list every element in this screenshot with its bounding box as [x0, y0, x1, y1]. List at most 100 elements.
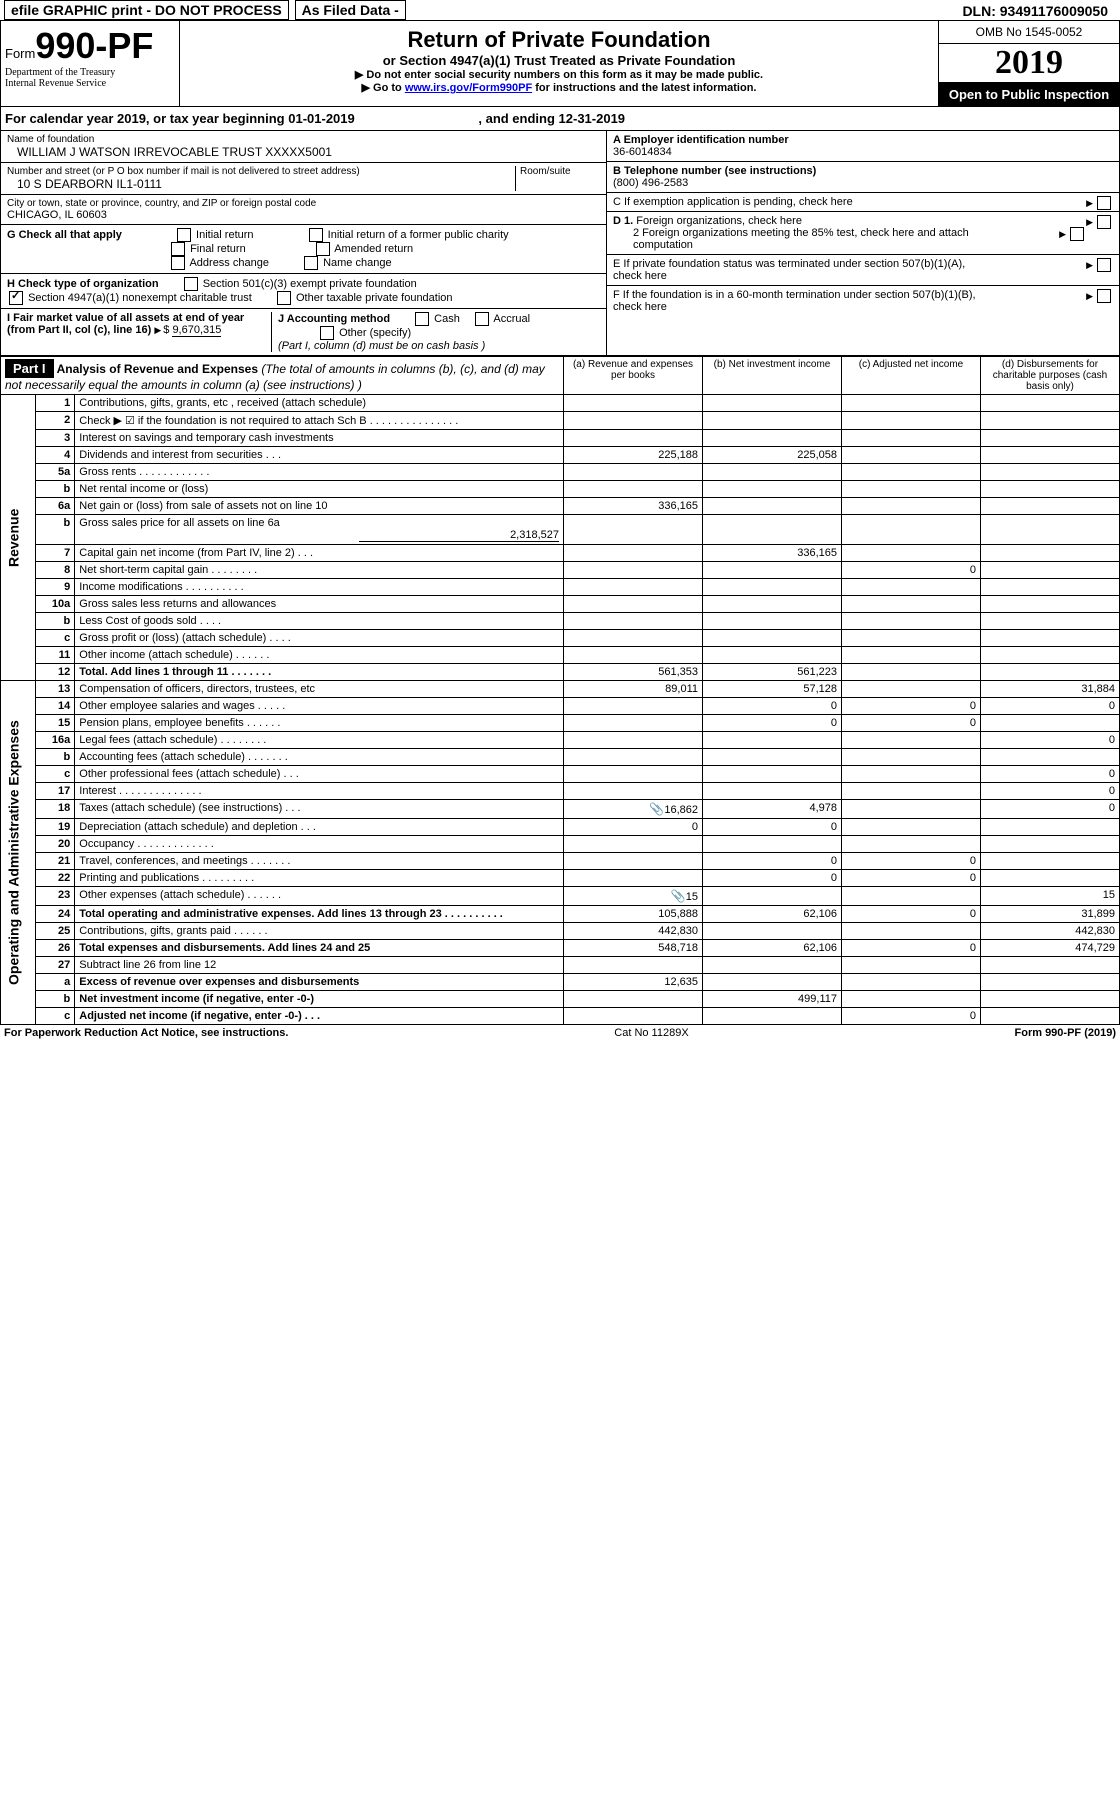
cell-c: 0 — [842, 562, 981, 579]
cell-b — [703, 579, 842, 596]
foundation-name: WILLIAM J WATSON IRREVOCABLE TRUST XXXXX… — [7, 145, 600, 159]
cell-c — [842, 545, 981, 562]
cell-c — [842, 412, 981, 430]
c-label: C If exemption application is pending, c… — [613, 196, 853, 208]
table-row: b Accounting fees (attach schedule) . . … — [1, 749, 1120, 766]
side-expenses: Operating and Administrative Expenses — [1, 681, 36, 1025]
chk-d1[interactable] — [1097, 215, 1111, 229]
cell-b — [703, 923, 842, 940]
chk-other-method[interactable] — [320, 326, 334, 340]
row-desc: Pension plans, employee benefits . . . .… — [75, 715, 564, 732]
cell-b — [703, 395, 842, 412]
cell-c — [842, 957, 981, 974]
chk-501c3[interactable] — [184, 277, 198, 291]
cell-d — [981, 715, 1120, 732]
cell-a — [564, 732, 703, 749]
table-row: 23 Other expenses (attach schedule) . . … — [1, 887, 1120, 906]
row-desc: Check ▶ ☑ if the foundation is not requi… — [75, 412, 564, 430]
chk-f[interactable] — [1097, 289, 1111, 303]
cell-a — [564, 630, 703, 647]
cell-d: 31,899 — [981, 906, 1120, 923]
cell-c — [842, 974, 981, 991]
cell-c: 0 — [842, 853, 981, 870]
row-num: 3 — [36, 430, 75, 447]
cell-d: 15 — [981, 887, 1120, 906]
row-num: 2 — [36, 412, 75, 430]
cell-b — [703, 647, 842, 664]
table-row: 16a Legal fees (attach schedule) . . . .… — [1, 732, 1120, 749]
chk-other-tax[interactable] — [277, 291, 291, 305]
cell-d — [981, 870, 1120, 887]
chk-initial[interactable] — [177, 228, 191, 242]
cell-b — [703, 887, 842, 906]
chk-accrual[interactable] — [475, 312, 489, 326]
top-bar: efile GRAPHIC print - DO NOT PROCESS As … — [0, 0, 1120, 20]
form-note1: ▶ Do not enter social security numbers o… — [186, 68, 932, 81]
cell-c — [842, 766, 981, 783]
room-label: Room/suite — [520, 166, 600, 177]
row-num: 8 — [36, 562, 75, 579]
irs-link[interactable]: www.irs.gov/Form990PF — [405, 82, 532, 94]
row-num: 10a — [36, 596, 75, 613]
row-desc: Gross sales price for all assets on line… — [75, 515, 564, 545]
name-label: Name of foundation — [7, 134, 600, 145]
attachment-icon[interactable]: 📎 — [671, 889, 686, 903]
cell-b — [703, 732, 842, 749]
cell-b — [703, 430, 842, 447]
row-num: b — [36, 749, 75, 766]
h-label: H Check type of organization — [7, 278, 159, 290]
table-row: 17 Interest . . . . . . . . . . . . . . … — [1, 783, 1120, 800]
row-num: b — [36, 515, 75, 545]
cell-d: 474,729 — [981, 940, 1120, 957]
chk-amended[interactable] — [316, 242, 330, 256]
row-num: 26 — [36, 940, 75, 957]
cell-a — [564, 596, 703, 613]
row-desc: Interest on savings and temporary cash i… — [75, 430, 564, 447]
chk-c[interactable] — [1097, 196, 1111, 210]
cell-a: 336,165 — [564, 498, 703, 515]
chk-final[interactable] — [171, 242, 185, 256]
cell-a — [564, 957, 703, 974]
cell-c — [842, 481, 981, 498]
cell-a: 105,888 — [564, 906, 703, 923]
chk-4947[interactable] — [9, 291, 23, 305]
cell-a: 📎15 — [564, 887, 703, 906]
cell-c — [842, 630, 981, 647]
cell-a — [564, 870, 703, 887]
chk-cash[interactable] — [415, 312, 429, 326]
chk-e[interactable] — [1097, 258, 1111, 272]
table-row: b Net rental income or (loss) — [1, 481, 1120, 498]
chk-name-change[interactable] — [304, 256, 318, 270]
addr-label: Number and street (or P O box number if … — [7, 166, 511, 177]
row-num: 11 — [36, 647, 75, 664]
cell-a — [564, 395, 703, 412]
table-row: c Gross profit or (loss) (attach schedul… — [1, 630, 1120, 647]
cell-b — [703, 562, 842, 579]
cell-a — [564, 481, 703, 498]
chk-d2[interactable] — [1070, 227, 1084, 241]
row-num: 1 — [36, 395, 75, 412]
row-desc: Interest . . . . . . . . . . . . . . — [75, 783, 564, 800]
row-num: c — [36, 630, 75, 647]
attachment-icon[interactable]: 📎 — [649, 802, 664, 816]
table-row: 27 Subtract line 26 from line 12 — [1, 957, 1120, 974]
cell-b — [703, 957, 842, 974]
row-num: 6a — [36, 498, 75, 515]
row-desc: Excess of revenue over expenses and disb… — [75, 974, 564, 991]
chk-addr-change[interactable] — [171, 256, 185, 270]
cell-a — [564, 698, 703, 715]
cell-a — [564, 515, 703, 545]
cell-d — [981, 562, 1120, 579]
cell-a — [564, 647, 703, 664]
ein-value: 36-6014834 — [613, 146, 672, 158]
form-subtitle: or Section 4947(a)(1) Trust Treated as P… — [186, 53, 932, 68]
cell-d — [981, 1008, 1120, 1025]
chk-initial-former[interactable] — [309, 228, 323, 242]
table-row: 19 Depreciation (attach schedule) and de… — [1, 819, 1120, 836]
table-row: 12 Total. Add lines 1 through 11 . . . .… — [1, 664, 1120, 681]
dept-treasury: Department of the Treasury — [5, 67, 175, 78]
cell-b: 499,117 — [703, 991, 842, 1008]
row-desc: Other income (attach schedule) . . . . .… — [75, 647, 564, 664]
cell-c — [842, 464, 981, 481]
col-d: (d) Disbursements for charitable purpose… — [981, 357, 1120, 395]
